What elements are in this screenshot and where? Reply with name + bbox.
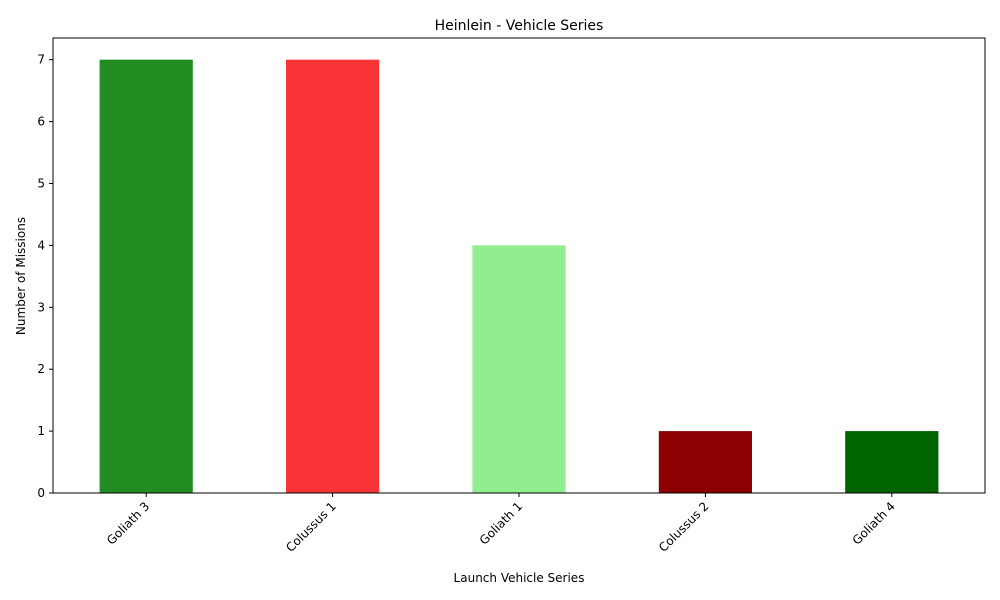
x-tick-label: Goliath 1 [477,499,525,547]
y-axis-label: Number of Missions [14,217,28,335]
y-tick-label: 7 [37,53,45,67]
x-axis-label: Launch Vehicle Series [454,571,585,585]
bar-goliath-1 [472,245,566,493]
x-axis-ticks: Goliath 3 Colussus 1 Goliath 1 Colussus 2 Go… [104,493,898,555]
bar-goliath-3 [99,59,193,494]
bar-colussus-2 [658,431,752,493]
x-tick-label: Colussus 2 [656,499,711,554]
y-tick-label: 5 [37,176,45,190]
y-tick-label: 3 [37,300,45,314]
bar-goliath-4 [845,431,939,493]
y-tick-label: 1 [37,424,45,438]
x-tick-label: Goliath 3 [104,499,152,547]
plot-frame [52,37,986,494]
y-tick-label: 6 [37,115,45,129]
y-tick-label: 2 [37,362,45,376]
y-tick-label: 0 [37,486,45,500]
x-tick-label: Colussus 1 [283,499,338,554]
bar-colussus-1 [286,59,380,494]
bars-group [99,59,939,494]
x-tick-label: Goliath 4 [850,499,898,547]
chart-title: Heinlein - Vehicle Series [435,18,604,34]
y-axis-ticks: 0 1 2 3 4 5 6 7 [37,53,53,500]
y-tick-label: 4 [37,238,45,252]
